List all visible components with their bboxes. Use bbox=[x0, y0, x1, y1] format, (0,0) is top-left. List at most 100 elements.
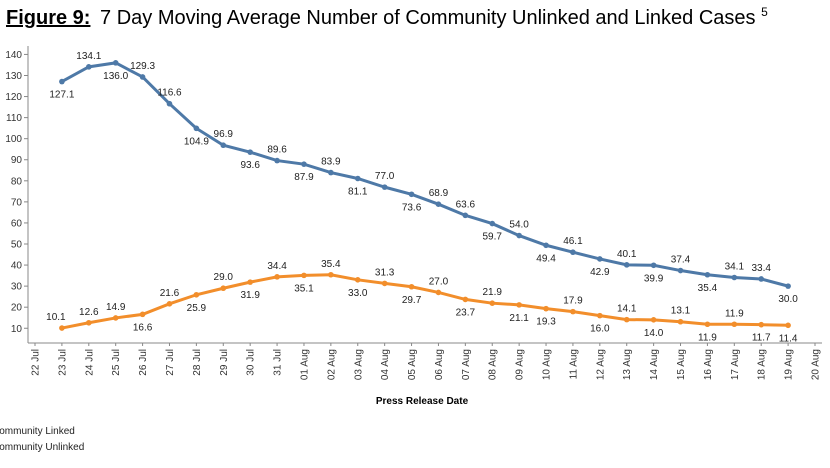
x-tick-label: 17 Aug bbox=[730, 349, 741, 380]
x-tick-label: 30 Jul bbox=[246, 349, 257, 376]
point bbox=[570, 249, 576, 256]
value-label: 116.6 bbox=[157, 88, 182, 99]
value-label: 16.0 bbox=[590, 324, 610, 335]
value-label: 35.4 bbox=[321, 259, 341, 270]
x-tick-label: 29 Jul bbox=[219, 349, 230, 376]
value-label: 34.1 bbox=[725, 261, 745, 272]
x-tick-label: 06 Aug bbox=[434, 349, 445, 380]
value-label: 11.4 bbox=[779, 333, 798, 344]
point bbox=[274, 274, 280, 280]
point bbox=[462, 296, 469, 303]
value-label: 17.9 bbox=[563, 296, 583, 307]
y-tick-label: 130 bbox=[5, 71, 22, 82]
chart-title: Figure 9: 7 Day Moving Average Number of… bbox=[6, 5, 768, 29]
x-tick-label: 15 Aug bbox=[676, 349, 687, 380]
value-label: 31.3 bbox=[375, 267, 395, 278]
value-label: 21.6 bbox=[160, 288, 180, 299]
point bbox=[247, 279, 253, 285]
point bbox=[785, 283, 791, 289]
x-tick-label: 04 Aug bbox=[380, 349, 391, 380]
point bbox=[516, 232, 522, 239]
point bbox=[247, 149, 253, 155]
value-label: 40.1 bbox=[617, 249, 637, 260]
point bbox=[59, 325, 65, 331]
value-label: 83.9 bbox=[321, 157, 341, 168]
point bbox=[220, 142, 227, 149]
x-tick-label: 22 Jul bbox=[31, 349, 42, 376]
point bbox=[408, 191, 415, 198]
point bbox=[301, 161, 307, 167]
x-tick-label: 13 Aug bbox=[622, 349, 633, 380]
y-tick-label: 100 bbox=[5, 134, 22, 145]
value-label: 129.3 bbox=[130, 61, 155, 72]
value-label: 29.7 bbox=[402, 295, 422, 306]
value-label: 54.0 bbox=[509, 220, 529, 231]
point bbox=[112, 60, 119, 66]
value-label: 73.6 bbox=[402, 202, 422, 213]
point bbox=[623, 316, 630, 323]
value-label: 27.0 bbox=[429, 276, 449, 287]
title-label: Figure 9: bbox=[6, 7, 90, 29]
point bbox=[220, 285, 227, 292]
y-tick-label: 140 bbox=[5, 50, 22, 61]
point bbox=[570, 308, 576, 315]
value-label: 134.1 bbox=[76, 51, 101, 62]
x-tick-label: 03 Aug bbox=[353, 349, 364, 380]
value-label: 104.9 bbox=[184, 136, 209, 147]
point bbox=[677, 318, 684, 325]
x-tick-label: 26 Jul bbox=[138, 349, 149, 376]
value-label: 93.6 bbox=[240, 160, 260, 171]
value-label: 12.6 bbox=[79, 307, 99, 318]
point bbox=[731, 274, 738, 281]
y-tick-label: 70 bbox=[11, 197, 23, 208]
y-tick-label: 40 bbox=[11, 261, 23, 272]
value-label: 35.1 bbox=[294, 283, 314, 294]
x-tick-label: 23 Jul bbox=[57, 349, 68, 376]
value-label: 68.9 bbox=[429, 188, 449, 199]
point bbox=[166, 301, 173, 307]
x-tick-label: 24 Jul bbox=[84, 349, 95, 376]
value-label: 19.3 bbox=[536, 317, 556, 328]
value-label: 136.0 bbox=[103, 71, 128, 82]
x-tick-label: 27 Jul bbox=[165, 349, 176, 376]
value-label: 49.4 bbox=[536, 253, 556, 264]
legend-label: Community Linked bbox=[0, 426, 75, 437]
y-tick-label: 30 bbox=[11, 282, 23, 293]
y-tick-label: 60 bbox=[11, 218, 23, 229]
value-label: 35.4 bbox=[698, 283, 718, 294]
point bbox=[354, 277, 361, 283]
value-label: 14.9 bbox=[106, 302, 126, 313]
x-tick-label: 31 Jul bbox=[273, 349, 284, 376]
point bbox=[758, 321, 765, 328]
point bbox=[597, 312, 603, 319]
point bbox=[623, 262, 630, 268]
value-label: 34.4 bbox=[267, 261, 287, 272]
x-tick-label: 11 Aug bbox=[568, 349, 579, 379]
point bbox=[462, 212, 469, 219]
x-tick-label: 25 Jul bbox=[111, 349, 122, 376]
point bbox=[597, 256, 603, 262]
x-tick-label: 18 Aug bbox=[757, 349, 768, 380]
series-line bbox=[61, 273, 789, 330]
value-label: 89.6 bbox=[267, 145, 287, 156]
value-label: 21.9 bbox=[483, 287, 503, 298]
title-note: 5 bbox=[761, 5, 768, 19]
point bbox=[85, 319, 92, 326]
point bbox=[677, 267, 684, 274]
y-tick-label: 50 bbox=[11, 240, 23, 251]
point bbox=[543, 305, 549, 312]
value-label: 87.9 bbox=[294, 172, 314, 183]
value-label: 14.1 bbox=[617, 304, 637, 315]
value-label: 23.7 bbox=[456, 307, 476, 318]
value-label: 14.0 bbox=[644, 328, 664, 339]
legend-label: Community Unlinked bbox=[0, 442, 84, 453]
value-label: 77.0 bbox=[375, 171, 395, 182]
value-label: 31.9 bbox=[240, 290, 260, 301]
point bbox=[193, 125, 200, 132]
value-label: 21.1 bbox=[509, 313, 529, 324]
point bbox=[650, 262, 657, 269]
x-tick-label: 01 Aug bbox=[299, 349, 310, 380]
point bbox=[139, 311, 146, 318]
y-tick-label: 90 bbox=[11, 155, 23, 166]
